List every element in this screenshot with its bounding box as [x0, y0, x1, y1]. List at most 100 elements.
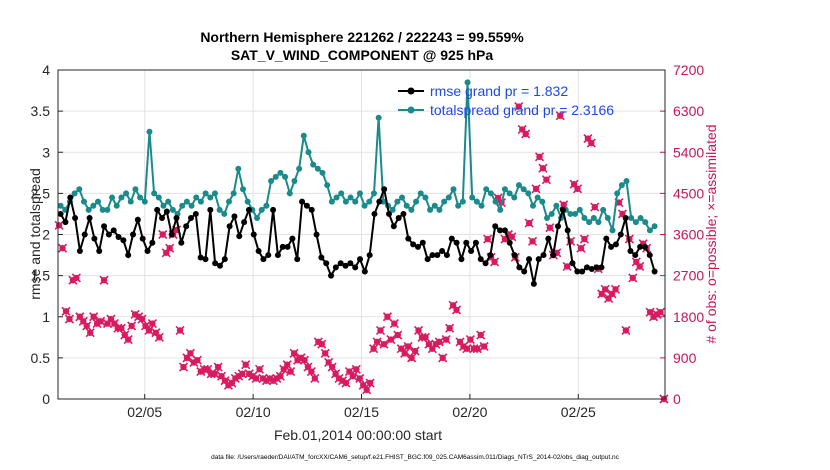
series-0-point	[468, 247, 475, 254]
series-0-point	[414, 243, 421, 250]
series-0-point	[608, 243, 615, 250]
obs-assimilated-point	[372, 337, 382, 347]
y-tick-label: 4	[42, 62, 50, 78]
obs-assimilated-point	[251, 373, 261, 384]
obs-marker-x2	[203, 364, 213, 374]
series-1-point	[183, 198, 190, 205]
series-0-point	[154, 206, 161, 213]
series-1-point	[216, 206, 223, 213]
obs-assimilated-point	[610, 284, 621, 294]
obs-marker-x2	[389, 319, 399, 329]
obs-marker-x2	[286, 367, 296, 377]
obs-marker-x2	[275, 371, 285, 381]
series-1-point	[651, 223, 658, 230]
series-0-point	[212, 260, 219, 267]
series-0-point	[366, 252, 373, 259]
series-0-point	[429, 252, 436, 259]
obs-marker-x2	[534, 152, 545, 162]
obs-marker-x2	[109, 319, 119, 329]
obs-marker-x2	[175, 325, 185, 336]
series-1-point	[76, 186, 83, 193]
series-1-point	[408, 206, 415, 213]
obs-marker-x2	[127, 321, 137, 331]
obs-marker-x2	[327, 362, 337, 372]
series-0-point	[183, 223, 190, 230]
series-1-point	[590, 215, 597, 222]
series-0-point	[303, 202, 310, 209]
obs-marker-x2	[413, 325, 424, 336]
y-tick-label: 2.5	[31, 185, 51, 201]
y-tick-label: 0	[42, 391, 50, 407]
x-axis-label: Feb.01,2014 00:00:00 start	[274, 427, 442, 443]
obs-marker-x2	[317, 339, 327, 349]
series-0-point	[381, 186, 388, 193]
obs-marker-x2	[57, 243, 68, 253]
series-1-point	[342, 198, 349, 205]
y2-tick-label: 0	[673, 391, 681, 407]
data-file-footnote: data file: /Users/raeder/DAI/ATM_forcXX/…	[211, 454, 620, 461]
obs-marker-x2	[583, 133, 593, 144]
series-1-point	[211, 190, 218, 197]
obs-assimilated-point	[403, 341, 413, 352]
obs-marker-x2	[438, 353, 448, 363]
obs-marker-x2	[99, 275, 109, 285]
series-1-point	[422, 194, 429, 201]
obs-assimilated-point	[355, 373, 365, 384]
series-0-point	[57, 210, 64, 217]
series-0-point	[197, 254, 204, 261]
obs-assimilated-point	[57, 243, 68, 253]
obs-marker-x2	[617, 209, 628, 219]
series-1-point	[263, 202, 270, 209]
obs-marker-x2	[95, 316, 106, 326]
obs-marker-x2	[313, 337, 323, 347]
series-1-point	[235, 165, 242, 172]
obs-marker-x2	[178, 362, 189, 372]
obs-assimilated-point	[655, 307, 666, 317]
obs-assimilated-point	[369, 344, 379, 354]
obs-assimilated-point	[147, 319, 157, 329]
series-0-point	[299, 198, 306, 205]
series-0-point	[332, 264, 339, 271]
series-0-point	[289, 235, 296, 242]
series-1-point	[483, 186, 490, 193]
series-1-point	[642, 219, 649, 226]
obs-assimilated-point	[462, 344, 472, 354]
series-0-point	[187, 215, 194, 222]
series-0-point	[328, 272, 335, 279]
obs-marker-x2	[621, 325, 631, 336]
series-1-point	[450, 186, 457, 193]
series-1-point	[576, 206, 583, 213]
series-1-point	[497, 206, 504, 213]
series-1-point	[431, 202, 438, 209]
series-1-point	[511, 194, 518, 201]
obs-marker-x2	[403, 341, 413, 352]
obs-assimilated-point	[375, 325, 386, 336]
obs-marker-x2	[458, 341, 469, 352]
obs-assimilated-point	[545, 223, 555, 233]
series-0-point	[434, 252, 441, 259]
series-1-point	[132, 186, 139, 193]
series-1-point	[197, 198, 204, 205]
series-1-point	[225, 198, 232, 205]
obs-assimilated-point	[178, 362, 189, 372]
series-0-point	[250, 231, 257, 238]
series-1-point	[57, 202, 64, 209]
y-tick-label: 2	[42, 227, 50, 243]
obs-marker-x2	[628, 273, 638, 283]
obs-marker-x2	[61, 306, 71, 316]
series-1-point	[413, 198, 420, 205]
series-0-point	[453, 239, 460, 246]
obs-marker-x2	[344, 367, 354, 377]
series-1-point	[548, 210, 555, 217]
obs-marker-x2	[572, 184, 583, 194]
series-0-point	[472, 239, 479, 246]
series-1-point	[305, 149, 312, 156]
series-1-point	[277, 169, 284, 176]
series-1-point	[375, 114, 382, 121]
y2-tick-label: 5400	[673, 144, 704, 160]
obs-marker-x2	[341, 378, 351, 388]
obs-assimilated-point	[621, 325, 631, 336]
obs-assimilated-point	[54, 220, 64, 230]
series-0-point	[477, 256, 484, 263]
series-0-point	[521, 268, 528, 275]
